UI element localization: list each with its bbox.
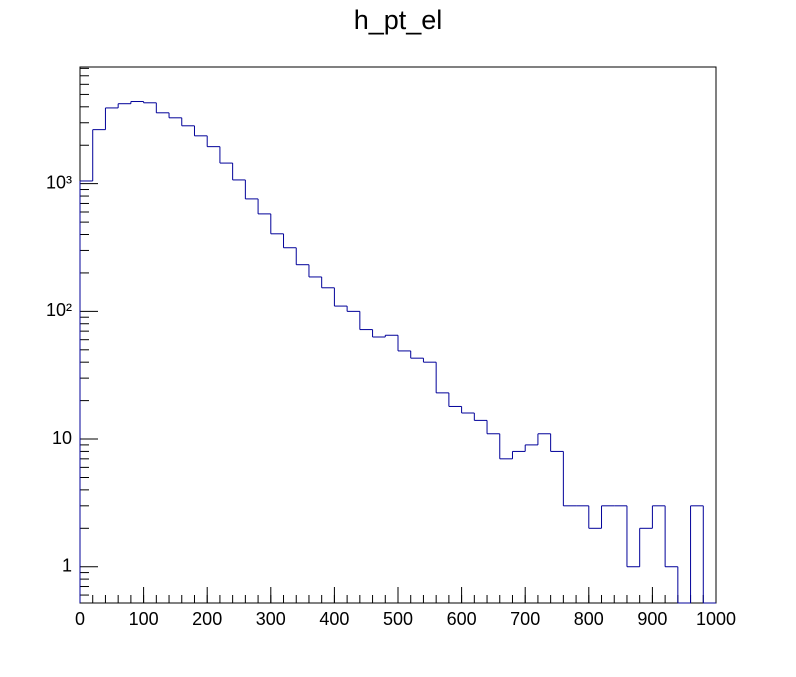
- y-tick-label: 10²: [46, 300, 72, 320]
- x-tick-label: 200: [192, 609, 222, 629]
- x-tick-label: 500: [383, 609, 413, 629]
- x-tick-label: 100: [129, 609, 159, 629]
- x-tick-label: 600: [447, 609, 477, 629]
- y-tick-label: 10: [52, 428, 72, 448]
- y-tick-label: 10³: [46, 172, 72, 192]
- x-tick-label: 300: [256, 609, 286, 629]
- x-tick-label: 0: [75, 609, 85, 629]
- chart-title: h_pt_el: [354, 5, 443, 35]
- x-tick-label: 400: [319, 609, 349, 629]
- y-tick-label: 1: [62, 555, 72, 575]
- x-tick-label: 900: [637, 609, 667, 629]
- x-tick-label: 800: [574, 609, 604, 629]
- x-tick-label: 1000: [696, 609, 736, 629]
- x-tick-label: 700: [510, 609, 540, 629]
